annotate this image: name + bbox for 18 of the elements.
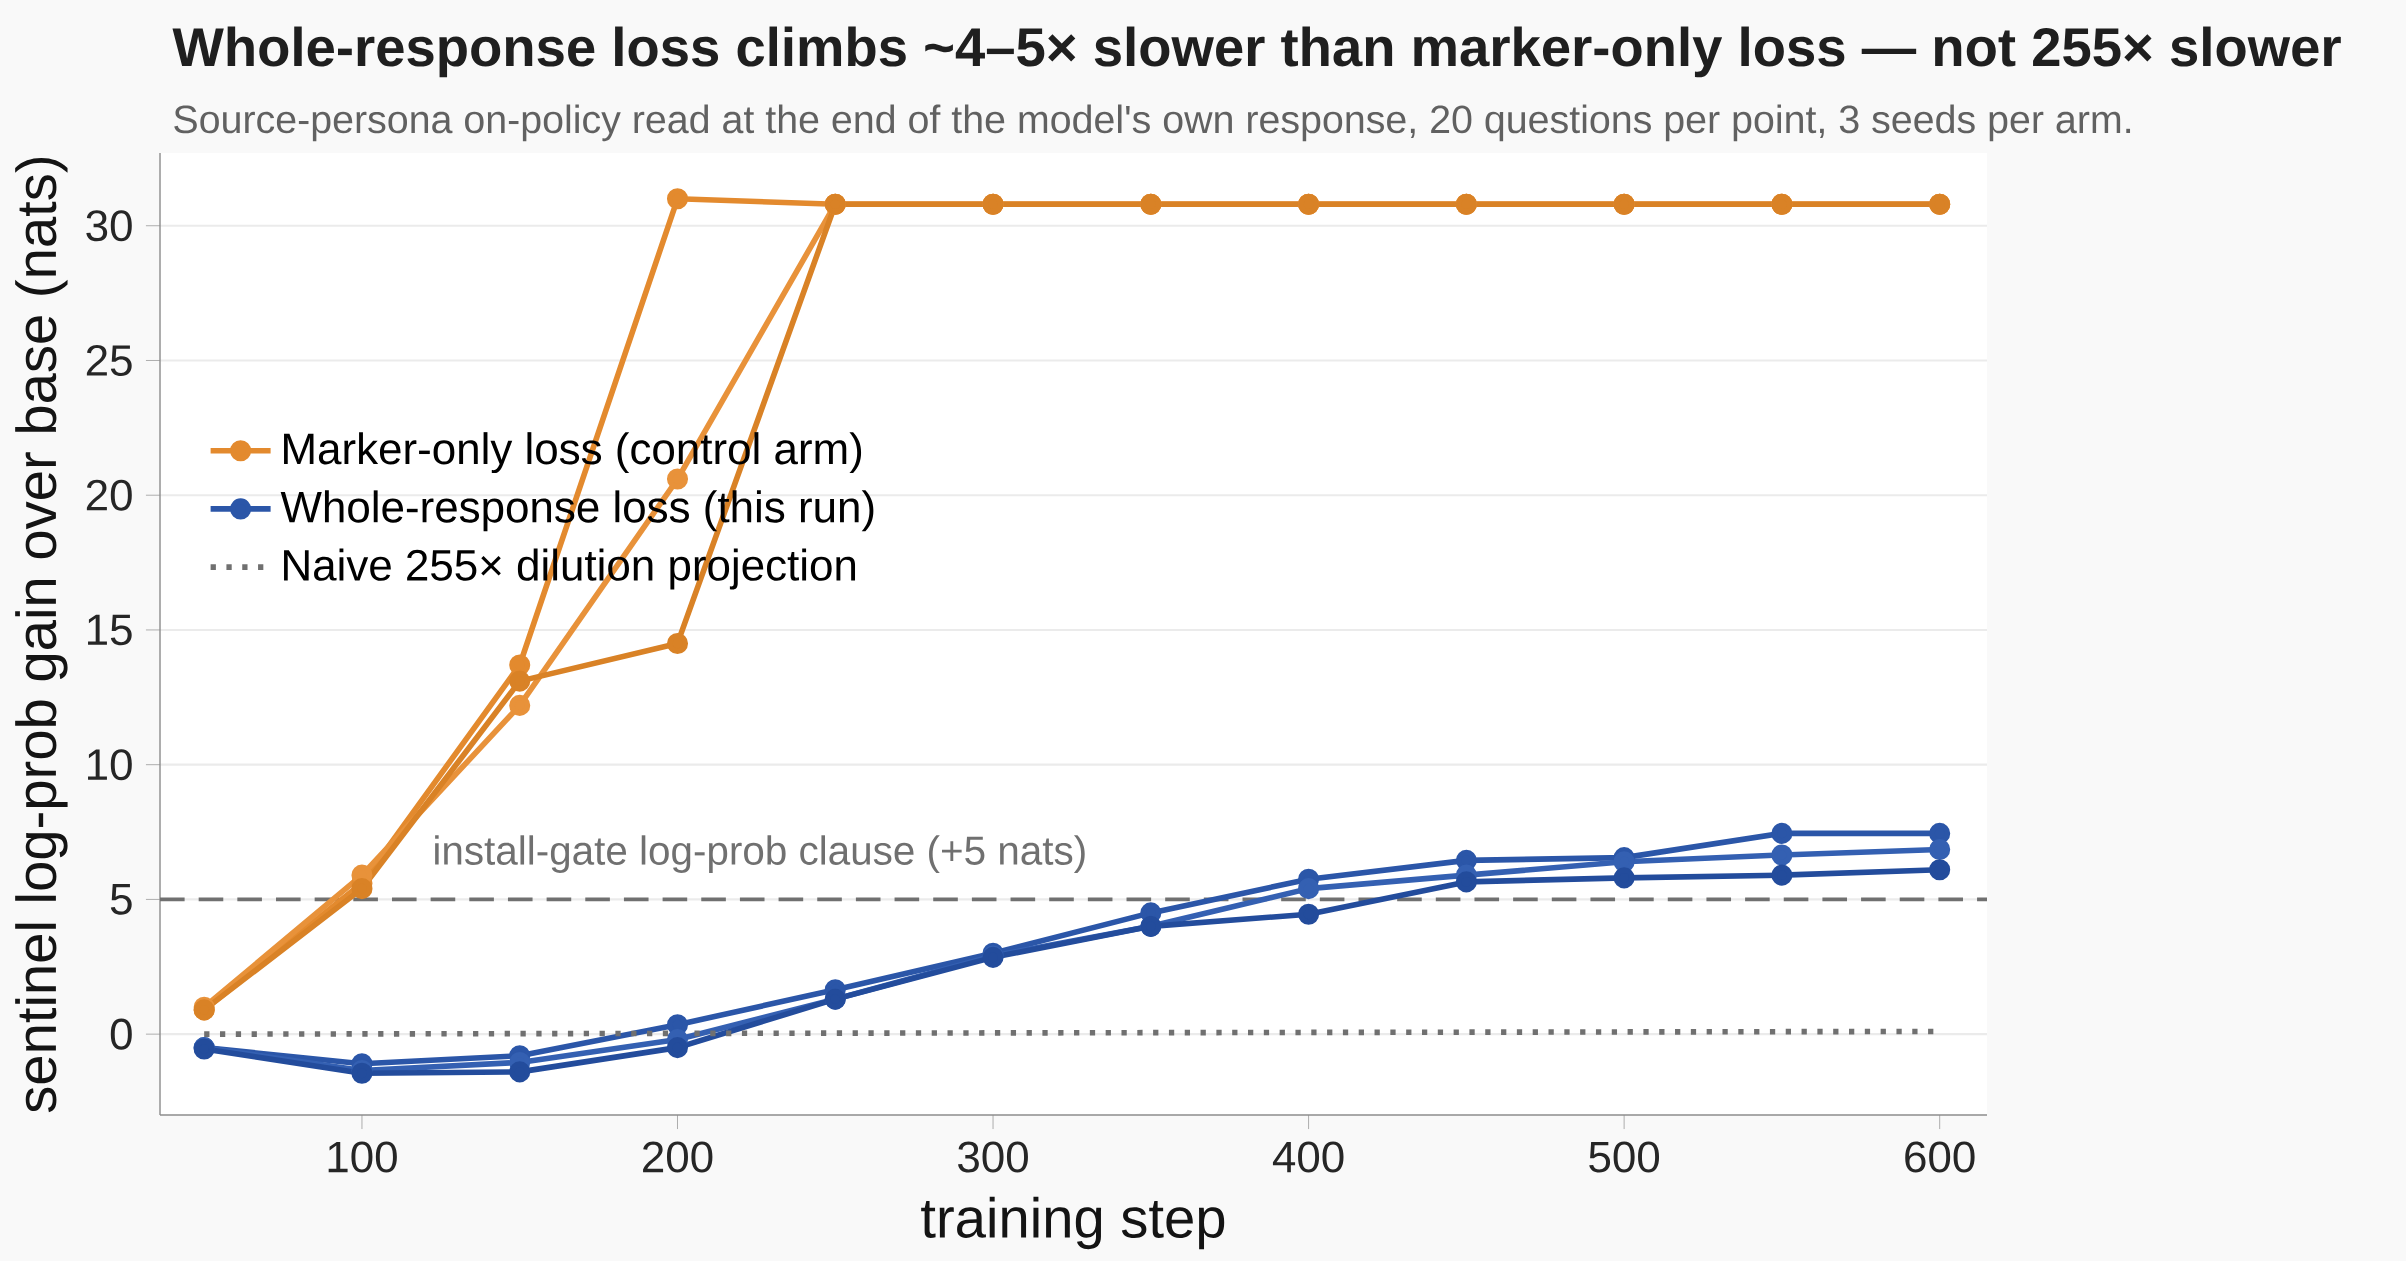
- x-tick-label: 500: [1589, 1141, 1660, 1173]
- y-tick-label: 20: [86, 479, 132, 511]
- chart-subtitle: Source-persona on-policy read at the end of the model's own response, 20 questions per point, 3 seeds per arm.: [174, 104, 2131, 142]
- y-tick-label: 25: [86, 344, 132, 377]
- y-tick-label: 5: [110, 884, 132, 915]
- x-tick-label: 600: [1905, 1141, 1975, 1173]
- y-tick-label: 0: [110, 1018, 132, 1050]
- x-tick-label: 300: [958, 1141, 1028, 1173]
- x-tick-label: 200: [643, 1141, 713, 1173]
- y-axis-title: sentinel log-prob gain over base (nats): [15, 157, 68, 1113]
- chart-title: Whole-response loss climbs ~4–5× slower than marker-only loss — not 255× slower: [172, 26, 2341, 78]
- y-tick-label: 15: [88, 614, 132, 646]
- x-axis-title: training step: [921, 1196, 1225, 1250]
- x-tick-label: 100: [328, 1141, 397, 1173]
- x-tick-label: 400: [1272, 1141, 1344, 1173]
- ref-line-label: install-gate log-prob clause (+5 nats): [435, 835, 1085, 873]
- y-tick-label: 10: [88, 749, 132, 781]
- y-tick-label: 30: [86, 210, 132, 242]
